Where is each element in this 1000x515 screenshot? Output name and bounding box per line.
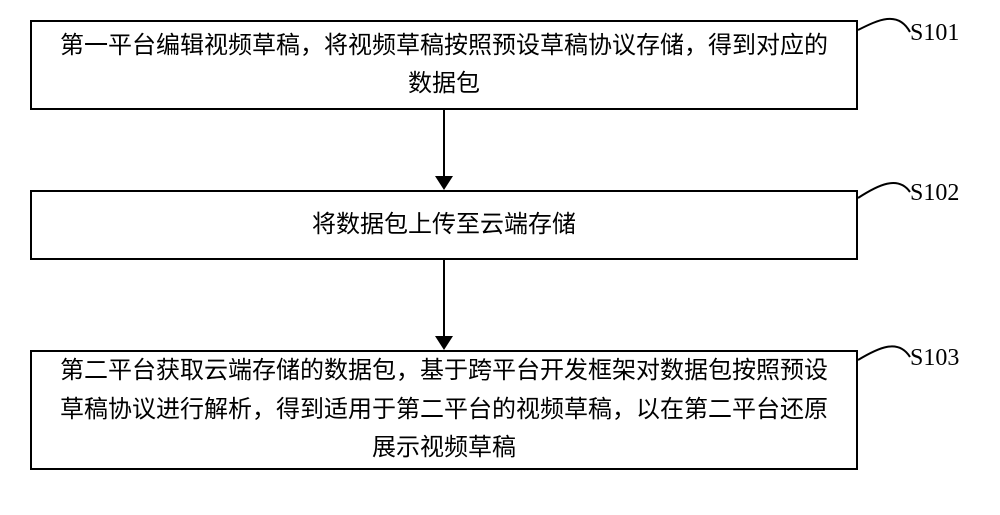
node-s103-text: 第二平台获取云端存储的数据包，基于跨平台开发框架对数据包按照预设草稿协议进行解析…: [52, 352, 836, 467]
node-s103: 第二平台获取云端存储的数据包，基于跨平台开发框架对数据包按照预设草稿协议进行解析…: [30, 350, 858, 470]
edge-s101-s102: [443, 110, 445, 176]
edge-s102-s103: [443, 260, 445, 336]
label-s101: S101: [910, 20, 959, 47]
edge-s101-s102-head: [435, 176, 453, 190]
node-s102: 将数据包上传至云端存储: [30, 190, 858, 260]
node-s101: 第一平台编辑视频草稿，将视频草稿按照预设草稿协议存储，得到对应的数据包: [30, 20, 858, 110]
label-s103: S103: [910, 345, 959, 372]
node-s102-text: 将数据包上传至云端存储: [312, 206, 576, 244]
label-s102: S102: [910, 180, 959, 207]
flowchart-canvas: 第一平台编辑视频草稿，将视频草稿按照预设草稿协议存储，得到对应的数据包 S101…: [0, 0, 1000, 515]
node-s101-text: 第一平台编辑视频草稿，将视频草稿按照预设草稿协议存储，得到对应的数据包: [52, 27, 836, 104]
edge-s102-s103-head: [435, 336, 453, 350]
